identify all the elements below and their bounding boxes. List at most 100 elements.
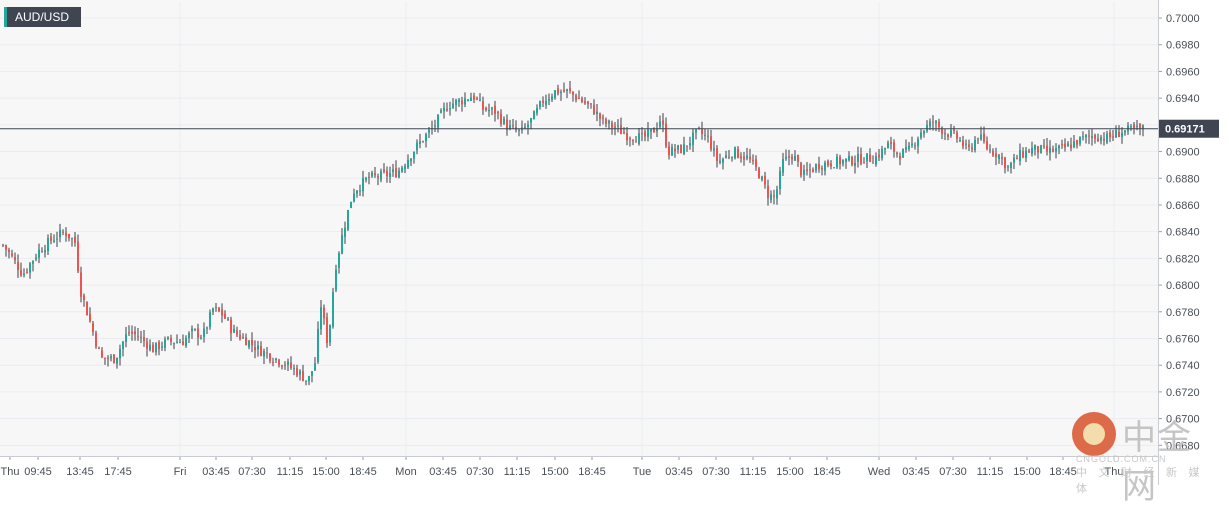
candle-body [386, 170, 388, 177]
candle-body [920, 132, 922, 138]
candle-body [62, 231, 64, 233]
price-chart[interactable]: 0.6680 0.6700 0.6720 0.6740 0.6760 0.6780 0.68… [0, 0, 1229, 485]
candle-body [791, 156, 793, 160]
candle-body [218, 307, 220, 312]
candle-body [869, 154, 871, 162]
y-tick-label: 0.6680 [1166, 440, 1200, 452]
candle-body [857, 153, 859, 162]
candle-body [1022, 151, 1024, 158]
candle-body [344, 227, 346, 237]
candle-body [503, 118, 505, 124]
candle-body [608, 120, 610, 124]
candle-body [293, 368, 295, 370]
candle-body [239, 334, 241, 339]
time-axis[interactable] [0, 456, 1158, 485]
y-tick-label: 0.6980 [1166, 40, 1200, 52]
candle-body [197, 328, 199, 338]
candle-body [872, 162, 874, 164]
price-axis[interactable] [1158, 0, 1229, 485]
candle-body [53, 240, 55, 242]
candle-body [917, 138, 919, 147]
candle-body [689, 143, 691, 146]
candle-body [812, 169, 814, 172]
candle-body [557, 88, 559, 94]
candle-body [206, 327, 208, 329]
candle-body [305, 380, 307, 382]
y-tick-label: 0.6700 [1166, 414, 1200, 426]
y-tick-label: 0.6880 [1166, 173, 1200, 185]
candle-body [674, 148, 676, 152]
candle-body [989, 149, 991, 151]
candle-body [491, 107, 493, 110]
candle-body [728, 156, 730, 158]
candle-body [596, 111, 598, 115]
candle-body [452, 103, 454, 109]
candle-body [1085, 135, 1087, 138]
candle-body [617, 125, 619, 127]
candle-body [860, 153, 862, 164]
candle-body [143, 337, 145, 342]
candle-body [1088, 135, 1090, 137]
candle-body [665, 123, 667, 147]
candle-body [1025, 150, 1027, 159]
candle-body [488, 110, 490, 112]
candle-body [146, 341, 148, 349]
candle-body [353, 193, 355, 202]
candle-body [1046, 145, 1048, 152]
candle-body [506, 119, 508, 131]
symbol-badge[interactable]: AUD/USD [4, 7, 82, 27]
candle-body [116, 357, 118, 364]
candle-body [854, 162, 856, 166]
x-tick-label: 17:45 [104, 466, 132, 478]
candle-body [731, 157, 733, 159]
x-tick-label: 03:45 [902, 466, 930, 478]
candle-body [32, 260, 34, 264]
candle-body [1118, 131, 1120, 137]
y-tick-label: 0.6900 [1166, 147, 1200, 159]
candle-body [833, 167, 835, 169]
candle-body [533, 111, 535, 120]
candle-body [110, 356, 112, 359]
candle-body [803, 169, 805, 175]
x-tick-label: 15:00 [312, 466, 340, 478]
candle-body [956, 132, 958, 139]
candle-body [362, 177, 364, 192]
candle-body [71, 238, 73, 240]
candle-body [440, 110, 442, 113]
candle-body [1019, 149, 1021, 162]
candle-body [587, 101, 589, 104]
candle-body [1142, 125, 1144, 130]
watermark: 中金网 CNGOLD.COM.CN 中 文 财 经 新 媒 体 [1072, 408, 1222, 507]
candle-body [908, 145, 910, 149]
candle-body [1064, 143, 1066, 148]
candle-body [1079, 136, 1081, 144]
y-tick-label: 0.6800 [1166, 280, 1200, 292]
candle-body [824, 162, 826, 171]
candle-body [788, 156, 790, 158]
candle-body [851, 156, 853, 165]
candle-body [380, 171, 382, 180]
candle-body [941, 127, 943, 134]
candle-body [158, 342, 160, 350]
candle-body [1082, 136, 1084, 138]
candle-body [1130, 126, 1132, 128]
candle-body [995, 153, 997, 158]
candle-body [641, 132, 643, 134]
candle-body [839, 157, 841, 165]
candle-body [1028, 150, 1030, 153]
candle-body [779, 170, 781, 189]
candle-body [1103, 138, 1105, 141]
candle-body [242, 337, 244, 339]
candle-body [224, 313, 226, 319]
x-tick-label: 07:30 [466, 466, 494, 478]
candle-body [623, 132, 625, 134]
candle-body [566, 89, 568, 92]
candle-body [662, 120, 664, 125]
candle-body [185, 337, 187, 347]
plot-area[interactable] [0, 0, 1158, 456]
candle-body [782, 159, 784, 173]
candle-body [251, 340, 253, 346]
candle-body [1136, 125, 1138, 127]
candle-body [818, 163, 820, 170]
candle-body [1070, 144, 1072, 149]
